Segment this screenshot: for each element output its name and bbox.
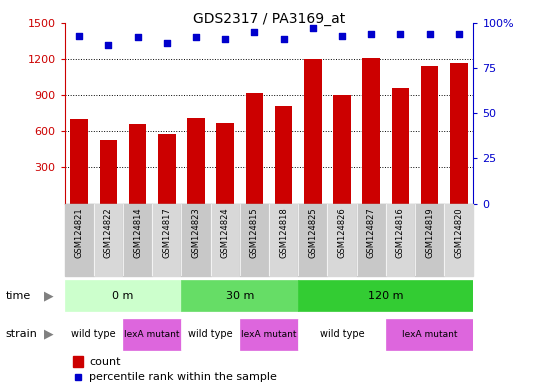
Bar <box>304 59 322 204</box>
Bar <box>123 319 181 349</box>
Point <box>455 31 463 37</box>
Bar <box>333 95 351 204</box>
Bar <box>152 204 181 276</box>
Text: lexA mutant: lexA mutant <box>241 329 297 339</box>
Bar <box>246 93 263 204</box>
Bar <box>275 106 292 204</box>
Bar <box>357 204 386 276</box>
Bar <box>65 280 181 311</box>
Text: lexA mutant: lexA mutant <box>402 329 457 339</box>
Bar <box>123 204 152 276</box>
Point <box>308 25 317 31</box>
Point <box>279 36 288 42</box>
Bar <box>158 134 175 204</box>
Text: GSM124818: GSM124818 <box>279 207 288 258</box>
Text: GSM124827: GSM124827 <box>367 207 376 258</box>
Text: GSM124824: GSM124824 <box>221 207 230 258</box>
Point <box>396 31 405 37</box>
Bar <box>298 319 386 349</box>
Point <box>367 31 376 37</box>
Bar <box>152 23 181 204</box>
Bar <box>129 124 146 204</box>
Text: GSM124819: GSM124819 <box>425 207 434 258</box>
Text: wild type: wild type <box>72 329 116 339</box>
Bar <box>70 119 88 204</box>
Point <box>75 33 83 39</box>
Text: GSM124826: GSM124826 <box>337 207 346 258</box>
Text: wild type: wild type <box>188 329 233 339</box>
Bar <box>392 88 409 204</box>
Point <box>426 31 434 37</box>
Text: GSM124814: GSM124814 <box>133 207 142 258</box>
Bar <box>298 23 328 204</box>
Text: count: count <box>89 357 121 367</box>
Text: ▶: ▶ <box>44 289 53 302</box>
Text: GSM124821: GSM124821 <box>75 207 84 258</box>
Text: ▶: ▶ <box>44 328 53 341</box>
Bar <box>187 118 205 204</box>
Point <box>192 35 200 41</box>
Bar <box>269 204 298 276</box>
Bar <box>240 319 298 349</box>
Text: 30 m: 30 m <box>225 291 254 301</box>
Text: GSM124823: GSM124823 <box>192 207 201 258</box>
Bar <box>363 58 380 204</box>
Bar <box>421 66 438 204</box>
Text: strain: strain <box>5 329 37 339</box>
Text: wild type: wild type <box>320 329 364 339</box>
Text: GSM124820: GSM124820 <box>454 207 463 258</box>
Text: lexA mutant: lexA mutant <box>124 329 180 339</box>
Bar <box>65 319 123 349</box>
Bar <box>181 319 240 349</box>
Bar <box>73 356 83 367</box>
Bar <box>181 23 210 204</box>
Bar <box>328 23 357 204</box>
Bar <box>123 23 152 204</box>
Bar <box>444 23 473 204</box>
Bar <box>450 63 468 204</box>
Bar <box>210 23 240 204</box>
Bar <box>298 280 473 311</box>
Text: percentile rank within the sample: percentile rank within the sample <box>89 372 277 382</box>
Bar <box>357 23 386 204</box>
Bar <box>444 204 473 276</box>
Bar <box>328 204 357 276</box>
Bar <box>65 23 94 204</box>
Text: GSM124816: GSM124816 <box>396 207 405 258</box>
Text: GSM124825: GSM124825 <box>308 207 317 258</box>
Bar <box>386 23 415 204</box>
Bar <box>181 280 298 311</box>
Bar <box>240 204 269 276</box>
Bar <box>94 204 123 276</box>
Text: GSM124822: GSM124822 <box>104 207 113 258</box>
Point <box>250 29 259 35</box>
Point <box>162 40 171 46</box>
Bar <box>65 204 94 276</box>
Bar <box>210 204 240 276</box>
Bar <box>415 204 444 276</box>
Point <box>133 35 142 41</box>
Point <box>104 41 112 48</box>
Text: GSM124817: GSM124817 <box>162 207 171 258</box>
Bar <box>415 23 444 204</box>
Bar <box>181 204 210 276</box>
Point <box>221 36 230 42</box>
Bar <box>386 319 473 349</box>
Bar <box>100 140 117 204</box>
Bar <box>386 204 415 276</box>
Text: 120 m: 120 m <box>368 291 404 301</box>
Text: GSM124815: GSM124815 <box>250 207 259 258</box>
Bar <box>216 123 234 204</box>
Text: GDS2317 / PA3169_at: GDS2317 / PA3169_at <box>193 12 345 25</box>
Bar <box>269 23 298 204</box>
Text: 0 m: 0 m <box>112 291 133 301</box>
Bar <box>298 204 328 276</box>
Bar <box>240 23 269 204</box>
Bar <box>94 23 123 204</box>
Point <box>338 33 346 39</box>
Text: time: time <box>5 291 31 301</box>
